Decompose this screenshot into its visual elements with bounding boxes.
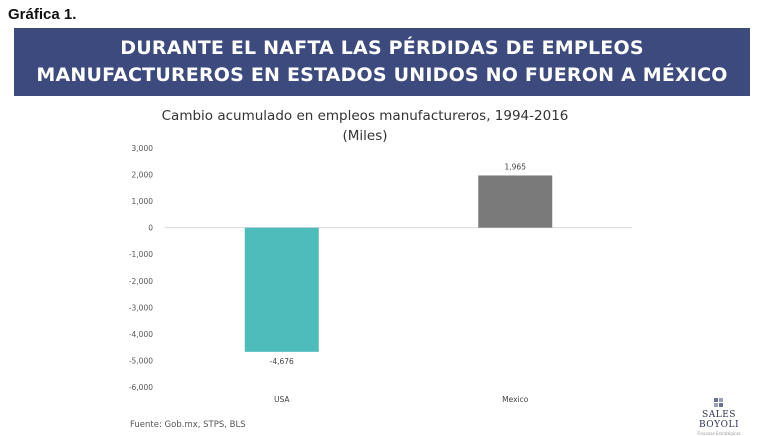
y-tick-label: 3,000 (132, 144, 154, 153)
y-tick-label: -4,000 (129, 330, 153, 339)
company-logo: SALES BOYOLI Finanzas Estratégicas (684, 398, 754, 436)
source-note: Fuente: Gob.mx, STPS, BLS (130, 420, 246, 430)
headline-banner: DURANTE EL NAFTA LAS PÉRDIDAS DE EMPLEOS… (14, 28, 750, 96)
figure-label: Gráfica 1. (8, 6, 77, 23)
chart-title: Cambio acumulado en empleos manufacturer… (161, 108, 569, 124)
y-tick-label: 0 (148, 224, 153, 233)
y-tick-label: 2,000 (132, 171, 154, 180)
y-tick-label: -6,000 (129, 383, 153, 392)
y-tick-label: -1,000 (129, 250, 153, 259)
bar-mexico (478, 175, 553, 228)
headline-line-2: MANUFACTUREROS EN ESTADOS UNIDOS NO FUER… (36, 64, 728, 86)
logo-brand-text: SALES BOYOLI (698, 410, 739, 430)
y-tick-label: -2,000 (129, 277, 153, 286)
data-label: -4,676 (270, 357, 294, 366)
y-tick-label: 1,000 (132, 197, 154, 206)
data-label: 1,965 (505, 162, 527, 171)
logo-mark-icon (714, 398, 724, 408)
chart-title-block: Cambio acumulado en empleos manufacturer… (0, 106, 730, 146)
y-tick-label: -5,000 (129, 356, 153, 365)
x-category-label: USA (274, 395, 290, 404)
y-tick-label: -3,000 (129, 303, 153, 312)
bar-usa (244, 227, 319, 352)
headline-line-1: DURANTE EL NAFTA LAS PÉRDIDAS DE EMPLEOS (120, 37, 644, 59)
logo-subtitle: Finanzas Estratégicas (697, 431, 741, 436)
x-category-label: Mexico (502, 395, 529, 404)
chart-subtitle: (Miles) (342, 128, 388, 144)
